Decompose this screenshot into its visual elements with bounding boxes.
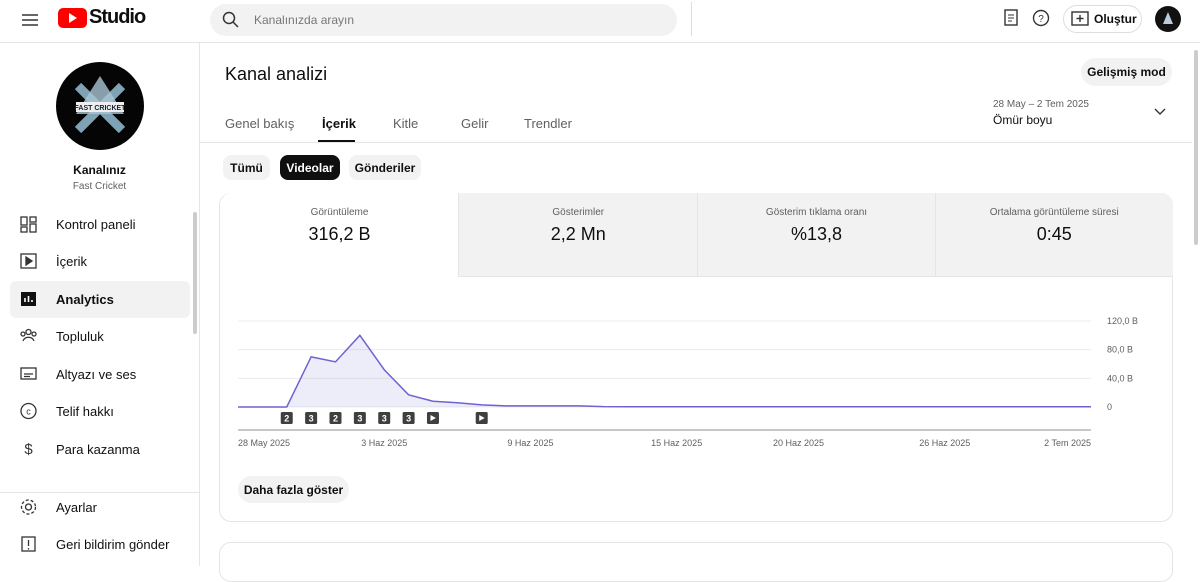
metric-value: 2,2 Mn [550, 224, 606, 244]
metric-label: Ortalama görüntüleme süresi [989, 207, 1119, 218]
play-icon [430, 415, 436, 421]
sidebar-border [199, 43, 200, 566]
publish-marker [378, 412, 391, 424]
channel-name[interactable]: Kanalınız [73, 163, 126, 177]
advanced-mode-button[interactable]: Gelişmiş mod [1081, 58, 1172, 86]
line [238, 334, 1091, 408]
nav-item[interactable]: Altyazı ve ses [56, 367, 137, 382]
metric-tile[interactable]: Gösterimler 2,2 Mn [458, 193, 698, 277]
marker-count: 2 [284, 414, 289, 424]
active-tab-underline [318, 140, 355, 142]
marker-count: 3 [406, 414, 411, 424]
search-box[interactable] [210, 4, 677, 36]
create-icon [1071, 11, 1089, 26]
scrollbar [193, 212, 197, 334]
show-more-button[interactable]: Daha fazla göster [238, 476, 349, 503]
metric-tile[interactable]: Gösterim tıklama oranı %13,8 [696, 193, 936, 277]
metric-tile[interactable]: Ortalama görüntüleme süresi 0:45 [934, 193, 1173, 277]
tab[interactable]: Trendler [524, 116, 572, 131]
nav-item[interactable]: İçerik [56, 254, 88, 269]
logo-text[interactable]: Studio [89, 6, 146, 28]
metric-tile[interactable]: Görüntüleme 316,2 B [220, 193, 459, 277]
filter-chip[interactable]: Gönderiler [349, 155, 421, 180]
x-tick-label: 28 May 2025 [238, 438, 290, 448]
nav-icons: c $ [20, 216, 37, 552]
channel-avatar[interactable]: FAST CRICKET [56, 62, 144, 150]
x-tick-label: 2 Tem 2025 [1044, 438, 1091, 448]
metric-value: %13,8 [790, 224, 843, 244]
period[interactable]: Ömür boyu [993, 113, 1053, 127]
tab[interactable]: Gelir [461, 116, 489, 131]
account-avatar[interactable] [1155, 6, 1181, 32]
y-tick-label: 120,0 B [1107, 316, 1138, 326]
tabs-border [200, 142, 1192, 143]
marker-count: 2 [333, 414, 338, 424]
nav-item[interactable]: Kontrol paneli [56, 217, 136, 232]
tab[interactable]: Genel bakış [225, 116, 295, 131]
x-tick-label: 26 Haz 2025 [919, 438, 970, 448]
tab[interactable]: İçerik [322, 116, 356, 131]
filter-chip[interactable]: Videolar [280, 155, 340, 180]
page-scrollbar [1194, 50, 1198, 245]
create-button[interactable]: Oluştur [1063, 5, 1142, 33]
area [238, 335, 1091, 407]
svg-text:$: $ [24, 441, 33, 458]
nav-item[interactable]: Geri bildirim gönder [56, 537, 170, 552]
channel-handle: Fast Cricket [72, 181, 127, 192]
feedback-icon[interactable] [1002, 9, 1020, 27]
logo-icon[interactable] [58, 8, 87, 28]
filter-chip[interactable]: Tümü [223, 155, 270, 180]
svg-text:?: ? [1038, 14, 1044, 25]
nav-item[interactable]: Para kazanma [56, 442, 140, 457]
views-chart: 0 40,0 B 80,0 B 120,0 B 28 May 2025 3 Haz 202… [238, 316, 1138, 448]
sidebar-separator [0, 492, 199, 493]
nav-item[interactable]: Ayarlar [56, 500, 97, 515]
publish-marker [402, 412, 415, 424]
metric-label: Gösterimler [552, 207, 605, 218]
marker-count: 3 [382, 414, 387, 424]
svg-text:c: c [26, 407, 31, 417]
y-tick-label: 0 [1107, 402, 1112, 412]
nav-item[interactable]: Telif hakkı [56, 404, 114, 419]
period-chevron[interactable] [1153, 107, 1167, 117]
search-placeholder: Kanalınızda arayın [254, 13, 355, 27]
help-icon[interactable]: ? [1032, 9, 1050, 27]
nav-item[interactable]: Analytics [56, 292, 114, 307]
y-tick-label: 40,0 B [1107, 373, 1133, 383]
publish-marker [305, 412, 318, 424]
nav-item[interactable]: Topluluk [56, 329, 104, 344]
publish-marker [329, 412, 342, 424]
publish-marker [280, 412, 293, 424]
metric-value: 316,2 B [308, 224, 371, 244]
publish-marker [353, 412, 366, 424]
page-title: Kanal analizi [225, 64, 328, 84]
play-icon [479, 415, 485, 421]
metric-label: Görüntüleme [310, 207, 369, 218]
y-tick-label: 80,0 B [1107, 345, 1133, 355]
menu-button[interactable] [20, 10, 40, 30]
marker-count: 3 [309, 414, 314, 424]
x-tick-label: 20 Haz 2025 [773, 438, 824, 448]
marker-count: 3 [357, 414, 362, 424]
x-tick-label: 9 Haz 2025 [507, 438, 553, 448]
top-bar [0, 0, 1200, 43]
date-range[interactable]: 28 May – 2 Tem 2025 [993, 99, 1089, 110]
avatar-text: FAST CRICKET [75, 105, 127, 112]
divider [691, 2, 692, 36]
search-icon [222, 11, 239, 28]
metric-value: 0:45 [1036, 224, 1072, 244]
tab[interactable]: Kitle [393, 116, 419, 131]
x-tick-label: 3 Haz 2025 [361, 438, 407, 448]
metric-label: Gösterim tıklama oranı [765, 207, 868, 218]
x-tick-label: 15 Haz 2025 [651, 438, 702, 448]
active-nav-bg [10, 281, 190, 318]
